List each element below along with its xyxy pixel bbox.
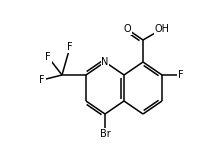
Text: F: F bbox=[39, 75, 45, 85]
Text: F: F bbox=[67, 42, 72, 52]
Text: O: O bbox=[123, 24, 130, 34]
Text: Br: Br bbox=[99, 129, 110, 139]
Text: N: N bbox=[101, 57, 108, 67]
Text: OH: OH bbox=[154, 24, 169, 34]
Text: F: F bbox=[45, 52, 51, 62]
Text: F: F bbox=[177, 70, 183, 80]
